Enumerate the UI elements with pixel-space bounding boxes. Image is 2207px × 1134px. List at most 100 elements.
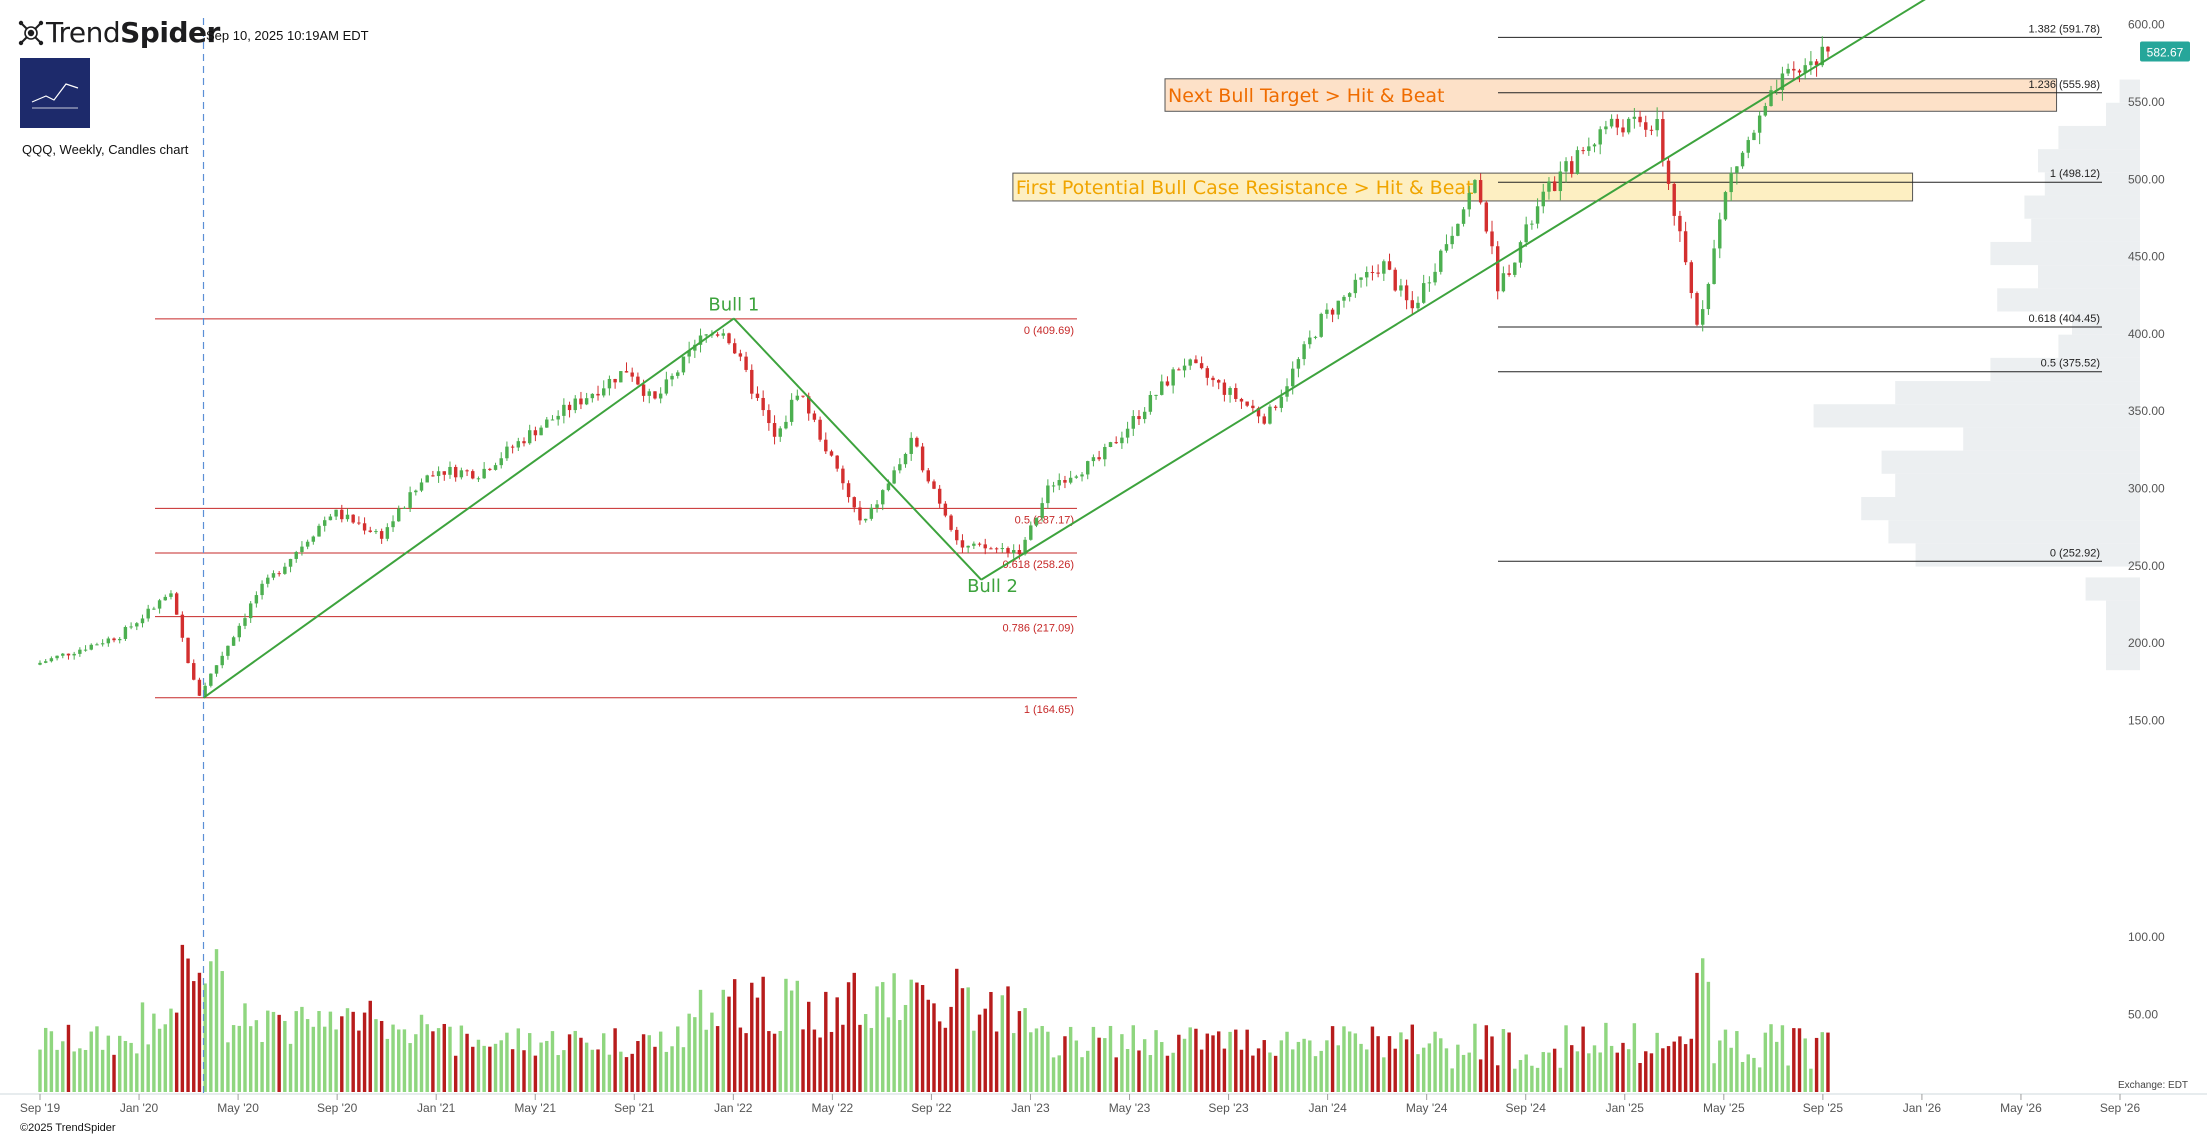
- volume-bar: [243, 1003, 247, 1092]
- candle-body: [545, 419, 549, 428]
- volume-bar: [590, 1049, 595, 1092]
- fib-label: 0 (409.69): [1024, 325, 1074, 337]
- volume-bar: [1194, 1028, 1198, 1092]
- fib-label: 1 (164.65): [1024, 704, 1074, 716]
- candle-body: [1507, 273, 1511, 275]
- avatar[interactable]: [20, 58, 90, 128]
- x-tick-label: Sep '19: [20, 1101, 61, 1115]
- candle-body: [1103, 446, 1107, 460]
- candle-body: [488, 468, 492, 470]
- volume-bar: [567, 1034, 572, 1092]
- volume-bar: [471, 1046, 475, 1092]
- volume-bar: [761, 976, 765, 1092]
- candle-body: [807, 396, 811, 414]
- fib-label: 0.786 (217.09): [1002, 623, 1074, 635]
- volume-bar: [1325, 1040, 1329, 1092]
- volume-bar: [146, 1044, 150, 1092]
- volume-bar: [152, 1013, 156, 1092]
- candle-body: [129, 626, 133, 628]
- volume-bar: [1752, 1057, 1756, 1092]
- candle-body: [641, 384, 646, 396]
- volume-bar: [738, 1027, 743, 1092]
- volume-bar: [95, 1026, 99, 1092]
- candle-body: [1347, 293, 1352, 297]
- candle-body: [1302, 344, 1306, 360]
- volume-bar: [932, 1003, 936, 1092]
- volume-profile-bar: [2044, 172, 2140, 196]
- candle-body: [824, 439, 828, 452]
- candle-body: [1251, 405, 1255, 409]
- candle-body: [1205, 368, 1210, 378]
- volume-bar: [1706, 981, 1711, 1092]
- volume-bar: [197, 972, 202, 1092]
- candle-body: [408, 492, 412, 508]
- candle-body: [1416, 302, 1420, 309]
- volume-bar: [1125, 1048, 1130, 1092]
- volume-bar: [1308, 1040, 1312, 1092]
- brand-logo[interactable]: TrendSpider: [16, 16, 220, 49]
- candle-body: [630, 372, 634, 377]
- candle-body: [1700, 309, 1705, 325]
- candle-body: [789, 399, 794, 422]
- candle-body: [1051, 485, 1056, 487]
- volume-bar: [1114, 1057, 1118, 1092]
- price-tick-label: 350.00: [2128, 404, 2165, 418]
- candle-body: [1171, 369, 1175, 386]
- volume-bar: [807, 1001, 811, 1092]
- candle-body: [926, 470, 930, 482]
- candle-body: [419, 482, 424, 491]
- volume-bar: [311, 1026, 316, 1092]
- candle-body: [994, 548, 999, 550]
- volume-bar: [920, 985, 925, 1092]
- volume-bar: [448, 1026, 452, 1092]
- candle-body: [829, 451, 834, 456]
- candle-body: [288, 558, 293, 567]
- candle-body: [596, 393, 600, 396]
- volume-bar: [1723, 1029, 1728, 1092]
- candle-body: [1535, 206, 1540, 224]
- volume-bar: [1353, 1033, 1358, 1092]
- candle-body: [1387, 261, 1392, 270]
- candle-body: [892, 470, 896, 484]
- volume-bar: [1444, 1048, 1449, 1092]
- volume-bar: [1535, 1067, 1540, 1092]
- candle-body: [1393, 269, 1397, 291]
- volume-bar: [1404, 1039, 1409, 1092]
- volume-bar: [362, 1012, 367, 1092]
- volume-bar: [1427, 1043, 1432, 1092]
- volume-bar: [1621, 1042, 1625, 1092]
- volume-bar: [1296, 1041, 1301, 1092]
- candle-body: [95, 644, 99, 646]
- candle-body: [323, 520, 327, 526]
- volume-bar: [1199, 1049, 1204, 1092]
- fib-label: 0.5 (375.52): [2041, 358, 2100, 370]
- x-tick-label: Jan '26: [1903, 1101, 1942, 1115]
- zone-label: Next Bull Target > Hit & Beat: [1168, 85, 1444, 107]
- candle-body: [442, 471, 446, 475]
- volume-bar: [345, 1008, 350, 1092]
- volume-bar: [419, 1014, 424, 1092]
- x-tick-label: Sep '26: [2100, 1101, 2141, 1115]
- volume-bar: [1222, 1048, 1227, 1092]
- volume-bar: [1809, 1068, 1813, 1092]
- volume-bar: [1234, 1029, 1238, 1092]
- x-tick-label: Jan '20: [120, 1101, 159, 1115]
- volume-bar: [881, 982, 885, 1092]
- candle-body: [624, 371, 629, 373]
- candle-body: [1154, 394, 1158, 396]
- volume-bar: [852, 972, 856, 1092]
- price-tick-label: 300.00: [2128, 482, 2165, 496]
- volume-bar: [721, 989, 726, 1092]
- volume-bar: [140, 1002, 145, 1092]
- volume-profile-bar: [1861, 497, 2140, 521]
- volume-bar: [1148, 1055, 1153, 1092]
- candle-body: [1729, 172, 1733, 193]
- candle-body: [670, 375, 674, 380]
- volume-bar: [163, 1024, 167, 1092]
- x-tick-label: May '24: [1406, 1101, 1448, 1115]
- fib-label: 1.236 (555.98): [2028, 79, 2100, 91]
- volume-profile-bar: [2106, 102, 2140, 126]
- volume-bar: [118, 1035, 122, 1092]
- volume-bar: [1228, 1031, 1232, 1092]
